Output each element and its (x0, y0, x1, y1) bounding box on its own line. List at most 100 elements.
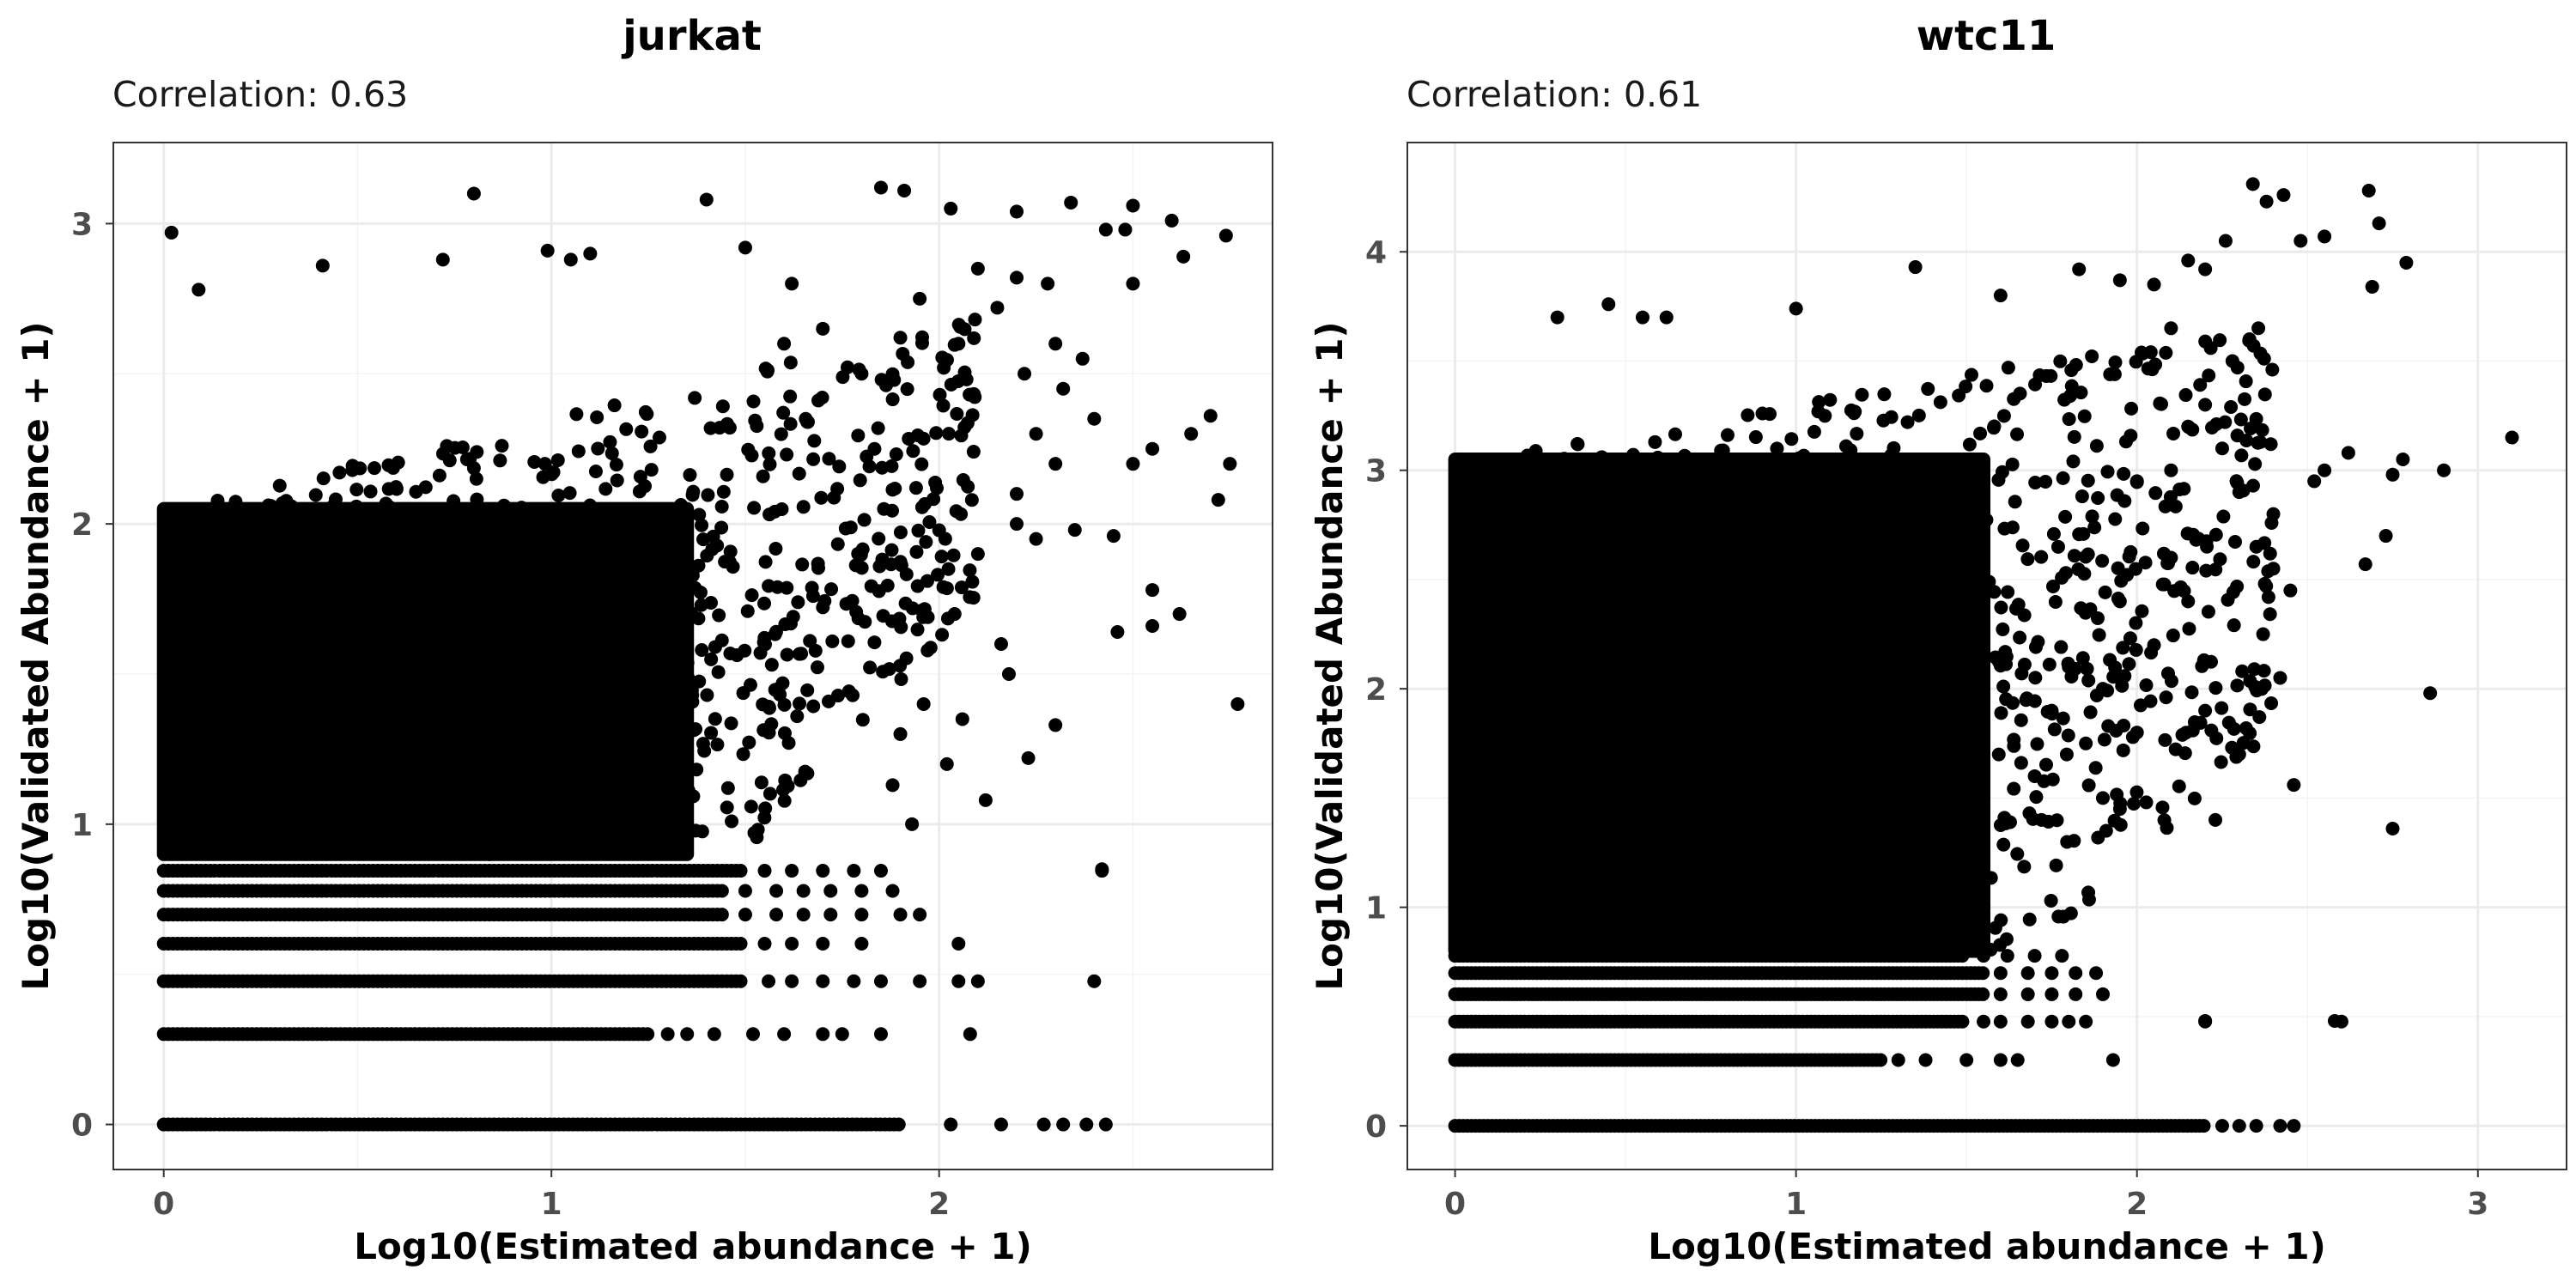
band-point (796, 908, 811, 922)
data-point (532, 726, 546, 740)
data-point (1478, 928, 1492, 943)
data-point (2014, 756, 2028, 770)
data-point (514, 501, 529, 515)
data-point (776, 405, 791, 420)
data-point (1976, 927, 1990, 941)
data-point (165, 731, 179, 745)
data-point (469, 526, 483, 540)
data-point (2089, 439, 2104, 453)
data-point (1605, 802, 1619, 817)
data-point (884, 543, 899, 557)
data-point (900, 382, 914, 397)
data-point (1586, 507, 1601, 522)
band-point (796, 884, 811, 898)
data-point (929, 426, 944, 440)
data-point (450, 604, 465, 618)
data-point (1886, 440, 1901, 455)
data-point (573, 771, 587, 786)
data-point (2015, 538, 2030, 553)
data-point (963, 387, 977, 402)
data-point (2264, 696, 2279, 711)
data-point (1771, 865, 1786, 879)
data-point (854, 367, 869, 381)
data-point (1559, 588, 1574, 603)
data-point (2014, 666, 2029, 681)
data-point (840, 360, 854, 374)
data-point (2129, 616, 2143, 630)
data-point (643, 607, 658, 622)
data-point (2242, 332, 2257, 347)
data-point (354, 598, 368, 613)
data-point (1932, 680, 1947, 695)
data-point (1996, 837, 2011, 852)
data-point (2235, 664, 2250, 678)
data-point (226, 541, 240, 556)
data-point (2129, 785, 2144, 799)
data-point (914, 457, 929, 471)
data-point (1583, 691, 1597, 706)
data-point (246, 726, 261, 741)
data-point (505, 624, 519, 639)
data-point (1517, 904, 1532, 919)
data-point (884, 459, 899, 473)
data-point (242, 520, 257, 535)
band-point (714, 884, 729, 898)
data-point (276, 688, 290, 702)
data-point (1668, 427, 1682, 441)
data-point (1601, 297, 1616, 312)
data-point (1537, 862, 1552, 877)
data-point (186, 729, 201, 744)
data-point (1528, 626, 1542, 641)
band-point (785, 864, 799, 878)
data-point (2129, 642, 2143, 657)
data-point (1457, 549, 1472, 563)
band-point (745, 1027, 760, 1042)
data-point (2112, 802, 2127, 817)
data-point (1526, 929, 1540, 944)
data-point (1760, 855, 1775, 870)
data-point (830, 689, 845, 703)
data-point (1972, 603, 1987, 617)
data-point (2046, 526, 2061, 541)
data-point (1507, 803, 1522, 817)
data-point (793, 696, 807, 711)
data-point (1637, 783, 1651, 798)
data-point (706, 529, 720, 544)
data-point (218, 576, 233, 591)
data-point (990, 301, 1005, 315)
data-point (2122, 657, 2136, 671)
data-point (260, 618, 275, 633)
band-point (1955, 1014, 1970, 1029)
data-point (968, 313, 982, 327)
band-point (2020, 966, 2035, 981)
data-point (811, 556, 825, 571)
data-point (2107, 813, 2122, 828)
data-point (2133, 698, 2148, 713)
data-point (345, 586, 360, 601)
data-point (337, 600, 351, 615)
data-point (757, 811, 772, 825)
data-point (1671, 615, 1686, 629)
data-point (680, 538, 695, 553)
data-point (1570, 468, 1584, 483)
data-point (1477, 649, 1492, 664)
data-point (1994, 600, 2008, 615)
panel-wtc11: wtc11 Correlation: 0.61 0 1 2 3 0 1 2 3 4 Log10(… (1309, 12, 2567, 1267)
y-tick-label: 2 (71, 507, 93, 543)
data-point (2239, 721, 2253, 736)
data-point (384, 846, 398, 860)
data-point (2208, 562, 2223, 577)
data-point (1451, 519, 1466, 533)
data-point (1464, 653, 1479, 668)
band-point (847, 974, 861, 988)
data-point (211, 514, 226, 529)
data-point (1748, 430, 1763, 445)
data-point (319, 636, 334, 651)
data-point (347, 527, 361, 542)
data-point (1780, 663, 1795, 677)
data-point (232, 708, 246, 723)
data-point (347, 565, 361, 580)
data-point (1628, 505, 1643, 519)
data-point (2225, 354, 2239, 368)
data-point (446, 801, 460, 816)
